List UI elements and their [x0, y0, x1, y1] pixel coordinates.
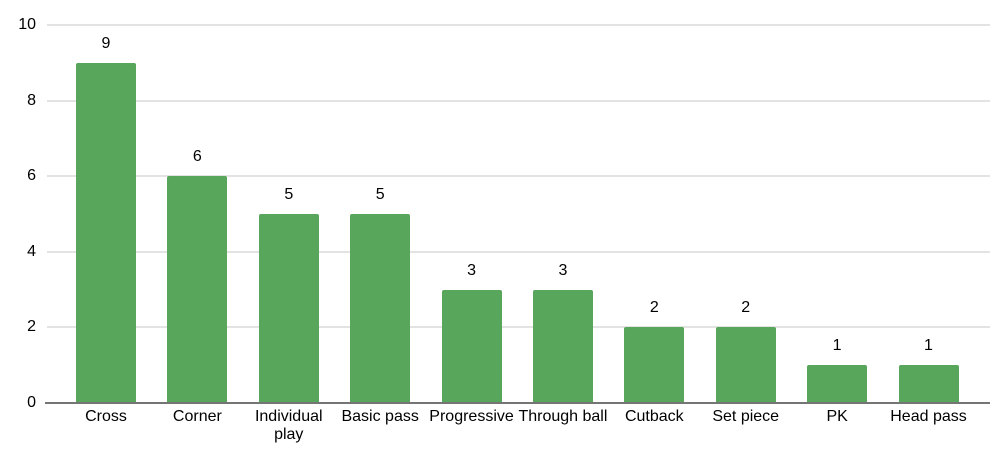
x-axis-line	[45, 402, 990, 404]
bar-value-label: 5	[375, 186, 385, 203]
x-category-label: Corner	[172, 408, 222, 425]
y-tick-label: 0	[27, 394, 36, 411]
bar-value-label: 5	[284, 186, 294, 203]
x-category-label: PK	[826, 408, 848, 425]
bar	[75, 62, 136, 403]
bar-value-label: 1	[924, 337, 933, 355]
bar	[350, 214, 411, 403]
bar-value-label: 6	[192, 148, 202, 166]
bar	[258, 214, 319, 403]
gridline	[47, 24, 990, 26]
gridline	[47, 99, 990, 102]
x-category-label: Progressive	[429, 408, 514, 425]
bar	[898, 365, 959, 403]
bar	[624, 327, 685, 403]
x-category-label: Individual play	[254, 408, 323, 443]
x-category-label: Set piece	[712, 408, 780, 425]
gridline	[47, 175, 990, 178]
x-category-label: Basic pass	[341, 408, 419, 425]
bar	[715, 327, 776, 403]
x-category-label: Cross	[85, 408, 127, 425]
bar-value-label: 1	[832, 337, 842, 355]
x-category-label: Cutback	[624, 408, 684, 425]
bar-value-label: 3	[558, 261, 568, 279]
bar	[167, 176, 228, 403]
bar	[807, 365, 868, 403]
bar	[532, 289, 593, 403]
y-tick-label: 6	[27, 167, 36, 185]
gridline	[47, 326, 990, 329]
x-category-label: Head pass	[890, 408, 967, 425]
bar-value-label: 3	[467, 261, 476, 279]
bar-value-label: 2	[649, 299, 659, 317]
x-category-label: Through ball	[518, 408, 608, 425]
bar-value-label: 9	[101, 34, 111, 52]
bar-value-label: 2	[741, 299, 751, 317]
y-tick-label: 8	[27, 91, 36, 109]
gridline	[47, 250, 990, 253]
y-tick-label: 4	[27, 242, 36, 260]
y-tick-label: 10	[18, 16, 36, 33]
y-tick-label: 2	[27, 318, 36, 336]
bar	[441, 289, 502, 403]
